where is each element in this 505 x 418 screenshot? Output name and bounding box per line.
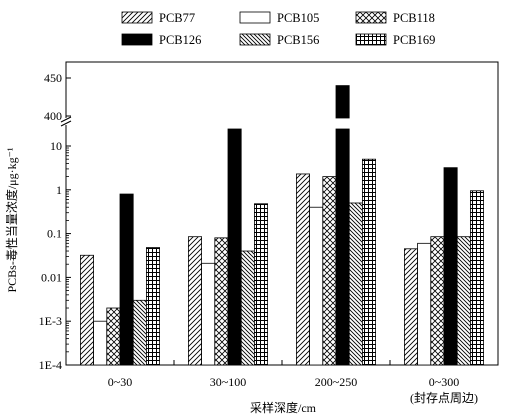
bar-PCB118-1	[214, 237, 229, 366]
legend-label: PCB105	[277, 11, 319, 25]
axis-break-mark-1	[60, 116, 72, 123]
legend: PCB77 PCB105 PCB118 PCB126 PCB156 PCB169	[121, 11, 435, 47]
bar-PCB126-3	[443, 167, 458, 366]
bar-PCB77-1	[187, 236, 202, 366]
bar-PCB126-1	[227, 128, 242, 366]
x-category-label: 0~30	[108, 375, 133, 389]
x-axis: 0~30 30~100 200~250 0~300 (封存点周边)	[108, 360, 478, 405]
bar-PCB105-0	[93, 320, 108, 366]
x-category-label: 30~100	[210, 375, 247, 389]
bar-PCB156-2	[348, 202, 363, 366]
bar-PCB169-2	[361, 158, 376, 366]
legend-swatch-PCB169	[355, 33, 387, 46]
bar-PCB118-0	[106, 307, 121, 366]
bar-PCB105-2	[309, 206, 324, 366]
plot-area	[65, 61, 499, 366]
y-tick-label: 0.1	[47, 227, 62, 241]
bar-PCB126-0	[119, 193, 134, 366]
bar-PCB126-2	[335, 128, 350, 366]
y-upper-tick-label: 400	[44, 109, 62, 123]
legend-swatch-PCB126	[121, 33, 153, 46]
y-tick-label: 0.01	[41, 270, 62, 284]
bar-PCB118-2	[322, 176, 337, 366]
legend-label: PCB126	[159, 33, 201, 47]
bar-PCB156-1	[240, 250, 255, 366]
y-tick-label: 1	[56, 183, 62, 197]
y-tick-label: 1E-3	[39, 314, 62, 328]
y-axis-title: PCBs-毒性当量浓度/μg·kg⁻¹	[4, 147, 19, 292]
y-tick-label: 1E-4	[39, 358, 62, 372]
legend-swatch-PCB156	[239, 33, 271, 46]
y-axis: 1E-4 1E-3 0.01 0.1 1 10 400 450	[39, 71, 72, 372]
axis-break-gap	[62, 118, 70, 125]
bar-PCB169-3	[469, 190, 484, 366]
legend-swatch-PCB105	[239, 11, 271, 24]
legend-swatch-PCB118	[355, 11, 387, 24]
bar-PCB77-3	[403, 248, 418, 366]
bar-upper-PCB126-2	[335, 85, 350, 119]
bar-PCB77-0	[80, 254, 95, 366]
x-category-label: 200~250	[315, 375, 358, 389]
axis-break-mark-2	[60, 120, 72, 127]
legend-label: PCB156	[277, 33, 319, 47]
legend-label: PCB169	[393, 33, 435, 47]
bar-PCB105-3	[417, 242, 432, 366]
bar-PCB156-0	[132, 299, 147, 366]
legend-label: PCB77	[159, 11, 195, 25]
x-category-label: 0~300	[429, 375, 460, 389]
bar-PCB118-3	[430, 236, 445, 366]
x-axis-title: 采样深度/cm	[250, 400, 317, 415]
bar-PCB77-2	[295, 173, 310, 366]
y-tick-label: 10	[50, 139, 62, 153]
legend-label: PCB118	[393, 11, 435, 25]
bar-PCB156-3	[456, 236, 471, 366]
x-category-sublabel: (封存点周边)	[410, 391, 478, 405]
bar-PCB169-0	[145, 247, 160, 366]
bar-PCB105-1	[201, 262, 216, 366]
y-upper-tick-label: 450	[44, 71, 62, 85]
legend-swatch-PCB77	[121, 11, 153, 24]
bar-PCB169-1	[253, 203, 268, 366]
